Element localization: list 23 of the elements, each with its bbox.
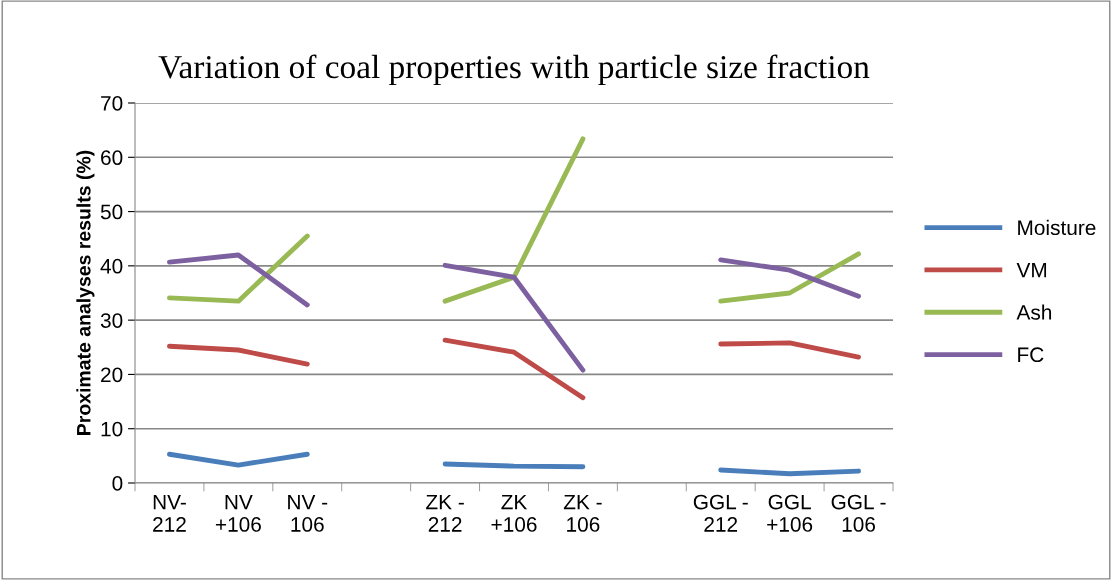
y-tick-label: 10 [101,421,123,437]
y-tick-label: 40 [100,258,123,274]
y-axis-title: Proximate analyses results (%) [76,150,95,435]
y-tick-label: 70 [101,96,123,111]
legend-label: Ash [1016,304,1052,320]
y-tick-label: 20 [101,367,123,383]
legend-label: VM [1016,262,1047,278]
legend-label: FC [1018,347,1044,363]
legend-label: Moisture [1018,219,1096,236]
x-tick-label: NV - 106 [288,494,328,532]
x-tick-label: ZK - 212 [426,494,464,532]
y-tick-label: 30 [100,313,123,328]
x-tick-label: ZK +106 [491,494,537,532]
x-tick-label: GGL +106 [767,494,813,532]
chart-title: Variation of coal properties with particle size fraction [158,54,870,86]
x-tick-label: GGL - 106 [831,494,886,532]
y-tick-label: 60 [101,150,123,166]
y-tick-label: 0 [112,476,123,491]
x-tick-label: NV +106 [215,494,261,532]
y-tick-label: 50 [100,204,123,220]
x-tick-label: GGL - 212 [693,494,748,532]
x-tick-label: ZK - 106 [563,494,602,532]
x-tick-label: NV- 212 [153,494,186,532]
